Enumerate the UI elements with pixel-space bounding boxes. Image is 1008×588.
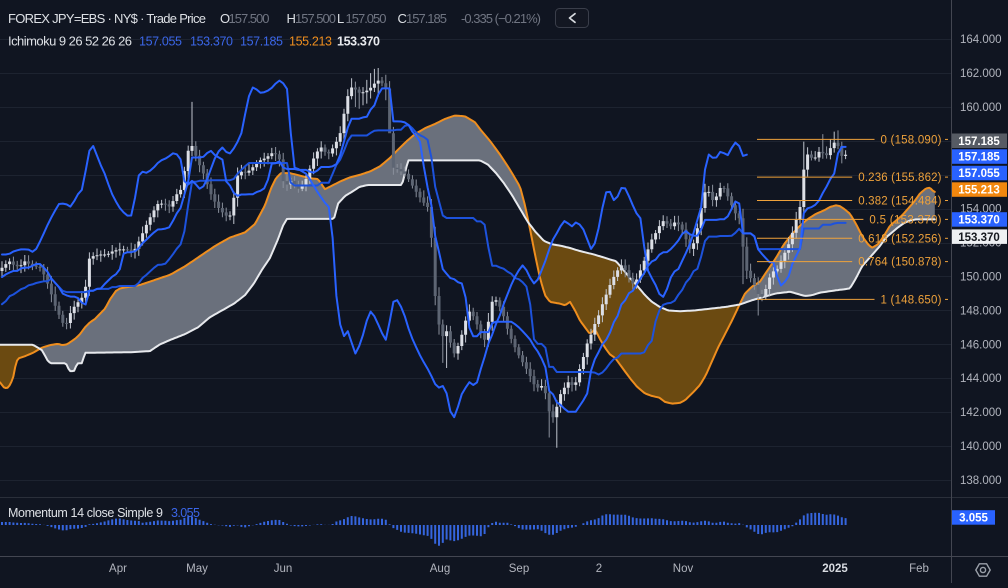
svg-text:148.000: 148.000 — [960, 305, 1002, 317]
svg-text:0.764 (150.878): 0.764 (150.878) — [858, 257, 941, 269]
svg-text:Nov: Nov — [673, 563, 694, 575]
svg-text:Sep: Sep — [509, 563, 529, 575]
svg-text:160.000: 160.000 — [960, 102, 1002, 114]
svg-text:157.185: 157.185 — [958, 136, 1000, 148]
svg-text:FOREX JPY=EBS · NY$ · Trade Pr: FOREX JPY=EBS · NY$ · Trade Price — [8, 11, 206, 26]
svg-text:Feb: Feb — [909, 563, 929, 575]
svg-text:0.5 (153.370): 0.5 (153.370) — [869, 214, 941, 226]
svg-text:142.000: 142.000 — [960, 407, 1002, 419]
svg-text:146.000: 146.000 — [960, 339, 1002, 351]
svg-text:-0.335 (−0.21%): -0.335 (−0.21%) — [461, 11, 541, 26]
svg-text:0 (158.090): 0 (158.090) — [881, 134, 942, 146]
svg-text:150.000: 150.000 — [960, 272, 1002, 284]
svg-text:L: L — [337, 11, 344, 26]
svg-text:3.055: 3.055 — [959, 513, 988, 525]
svg-text:H: H — [287, 11, 296, 26]
svg-text:O: O — [220, 11, 230, 26]
svg-text:1 (148.650): 1 (148.650) — [881, 294, 942, 306]
svg-text:Momentum 14 close Simple 9: Momentum 14 close Simple 9 — [8, 506, 163, 520]
svg-text:Ichimoku 9 26 52 26 26: Ichimoku 9 26 52 26 26 — [8, 34, 132, 49]
svg-text:0.618 (152.256): 0.618 (152.256) — [858, 233, 941, 245]
svg-text:Apr: Apr — [109, 563, 127, 575]
svg-text:157.500: 157.500 — [229, 11, 270, 26]
svg-text:155.213: 155.213 — [958, 185, 1000, 197]
svg-text:153.370: 153.370 — [958, 232, 1000, 244]
svg-text:C: C — [398, 11, 407, 26]
svg-text:153.370: 153.370 — [958, 215, 1000, 227]
svg-text:155.213: 155.213 — [289, 35, 332, 49]
svg-text:138.000: 138.000 — [960, 475, 1002, 487]
svg-text:157.185: 157.185 — [240, 35, 283, 49]
svg-text:3.055: 3.055 — [171, 506, 200, 520]
svg-text:Jun: Jun — [274, 563, 293, 575]
svg-text:0.236 (155.862): 0.236 (155.862) — [858, 172, 941, 184]
svg-text:157.500: 157.500 — [295, 11, 336, 26]
svg-text:153.370: 153.370 — [337, 35, 380, 49]
svg-text:May: May — [186, 563, 208, 575]
svg-text:157.185: 157.185 — [406, 11, 447, 26]
svg-text:157.185: 157.185 — [958, 152, 1000, 164]
svg-text:157.050: 157.050 — [346, 11, 387, 26]
svg-text:2: 2 — [596, 563, 602, 575]
svg-text:0.382 (154.484): 0.382 (154.484) — [858, 196, 941, 208]
svg-text:164.000: 164.000 — [960, 34, 1002, 46]
svg-text:144.000: 144.000 — [960, 373, 1002, 385]
svg-text:153.370: 153.370 — [190, 35, 233, 49]
svg-text:157.055: 157.055 — [958, 168, 1000, 180]
svg-text:Aug: Aug — [430, 563, 450, 575]
svg-text:2025: 2025 — [822, 563, 848, 575]
svg-text:162.000: 162.000 — [960, 68, 1002, 80]
svg-text:140.000: 140.000 — [960, 441, 1002, 453]
svg-text:157.055: 157.055 — [139, 35, 182, 49]
